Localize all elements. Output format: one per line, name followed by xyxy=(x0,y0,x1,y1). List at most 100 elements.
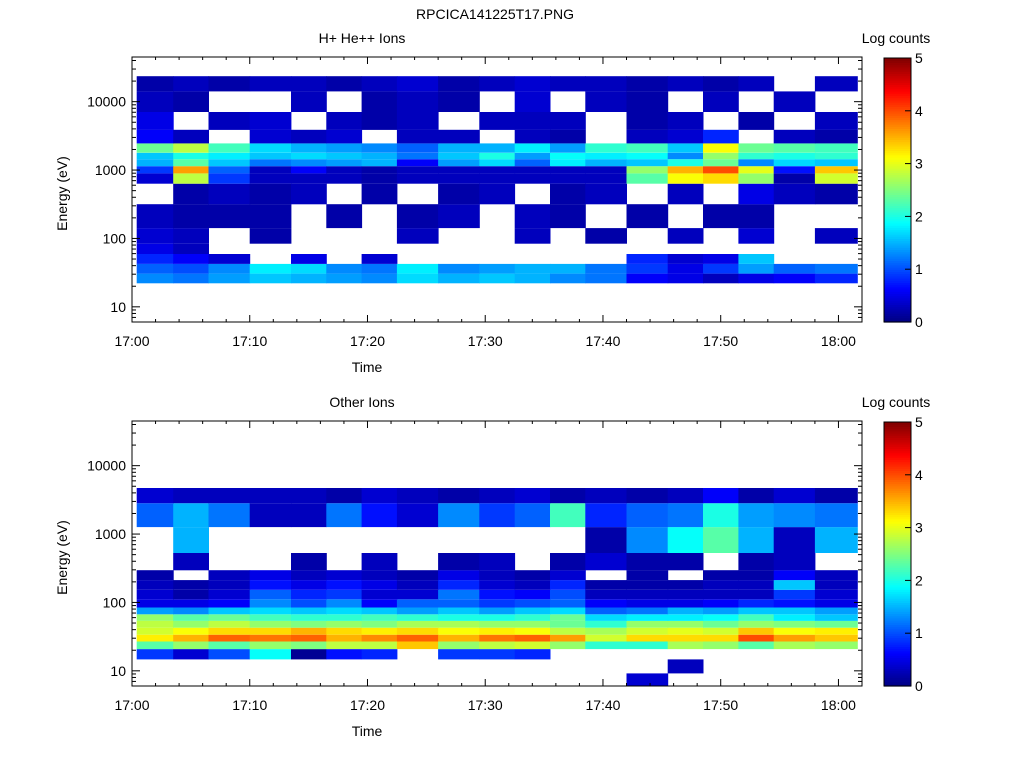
colorbar-segment xyxy=(884,214,911,217)
heatmap-cell xyxy=(626,254,669,264)
heatmap-cell xyxy=(479,649,516,660)
heatmap-cell xyxy=(326,143,363,153)
heatmap-cell xyxy=(396,263,439,274)
colorbar-segment xyxy=(884,262,911,266)
heatmap-cell xyxy=(814,634,858,642)
heatmap-cell xyxy=(585,607,627,615)
heatmap-cell xyxy=(550,263,586,274)
heatmap-cell xyxy=(291,254,327,264)
heatmap-cell xyxy=(814,627,858,635)
heatmap-cell xyxy=(550,503,586,528)
heatmap-cell xyxy=(703,570,739,581)
x-tick-label: 17:10 xyxy=(232,333,267,349)
heatmap-cell xyxy=(438,129,480,144)
heatmap-cell xyxy=(249,589,292,600)
heatmap-cell xyxy=(291,620,327,628)
heatmap-cell xyxy=(291,580,327,590)
heatmap-cell xyxy=(173,243,209,254)
colorbar-segment xyxy=(884,485,911,489)
colorbar-segment xyxy=(884,236,911,239)
colorbar-frame xyxy=(883,421,912,687)
heatmap-cell xyxy=(136,649,174,660)
heatmap-cell xyxy=(479,580,516,590)
heatmap-cell xyxy=(291,488,327,504)
colorbar-segment xyxy=(884,130,911,134)
heatmap-cell xyxy=(291,91,327,112)
heatmap-cell xyxy=(173,614,209,621)
heatmap-cell xyxy=(550,634,586,642)
colorbar-segment xyxy=(884,225,911,228)
heatmap-cell xyxy=(667,143,704,153)
heatmap-cell xyxy=(396,166,439,174)
heatmap-cell xyxy=(626,607,669,615)
heatmap-cell xyxy=(136,641,174,650)
colorbar-segment xyxy=(884,291,911,294)
heatmap-cell xyxy=(479,488,516,504)
colorbar-segment xyxy=(884,269,911,272)
heatmap-cell xyxy=(136,173,174,184)
colorbar-segment xyxy=(884,631,911,634)
heatmap-cell xyxy=(514,91,551,112)
colorbar-segment xyxy=(884,439,911,443)
colorbar-segment xyxy=(884,93,911,96)
y-tick-label: 1000 xyxy=(95,162,126,178)
heatmap-cell xyxy=(514,143,551,153)
heatmap-cell xyxy=(361,173,398,184)
colorbar-segment xyxy=(884,170,911,173)
colorbar-segment xyxy=(884,185,911,189)
heatmap-cell xyxy=(291,649,327,660)
heatmap-cell xyxy=(514,570,551,581)
heatmap-cell xyxy=(249,620,292,628)
colorbar-segment xyxy=(884,300,911,303)
y-tick-label: 10000 xyxy=(87,94,126,110)
colorbar: 0 1 2 3 4 5 Log counts xyxy=(862,394,931,694)
heatmap-cell xyxy=(136,143,174,153)
heatmap-cell xyxy=(361,76,398,92)
colorbar-segment xyxy=(884,212,911,215)
heatmap-cell xyxy=(438,580,480,590)
colorbar-segment xyxy=(884,124,911,127)
heatmap-cell xyxy=(703,143,739,153)
heatmap-cell xyxy=(326,112,363,130)
heatmap-cell xyxy=(550,183,586,205)
heatmap-cell xyxy=(773,273,816,284)
heatmap-cell xyxy=(738,614,775,621)
heatmap-cell xyxy=(703,641,739,650)
heatmap-cell xyxy=(738,503,775,528)
heatmap-cell xyxy=(136,503,174,528)
colorbar-segment xyxy=(884,108,911,112)
colorbar-segment xyxy=(884,617,911,621)
colorbar-tick-label: 1 xyxy=(915,261,923,277)
heatmap-cell xyxy=(514,263,551,274)
y-tick-label: 100 xyxy=(103,594,127,610)
heatmap-cell xyxy=(326,607,363,615)
heatmap-cell xyxy=(361,570,398,581)
colorbar-segment xyxy=(884,198,911,202)
heatmap-cell xyxy=(173,228,209,244)
heatmap-cell xyxy=(249,143,292,153)
colorbar-segment xyxy=(884,527,911,531)
heatmap-cell xyxy=(438,614,480,621)
heatmap-cell xyxy=(550,614,586,621)
colorbar-segment xyxy=(884,106,911,110)
heatmap-cell xyxy=(514,273,551,284)
heatmap-cell xyxy=(249,627,292,635)
colorbar-segment xyxy=(884,73,911,77)
heatmap-cell xyxy=(773,553,816,571)
colorbar-segment xyxy=(884,231,911,235)
heatmap-cell xyxy=(514,488,551,504)
heatmap-cell xyxy=(173,627,209,635)
heatmap-cell xyxy=(814,614,858,621)
heatmap-cell xyxy=(396,129,439,144)
colorbar-segment xyxy=(884,551,911,555)
colorbar-segment xyxy=(884,172,911,176)
colorbar-segment xyxy=(884,161,911,165)
colorbar-segment xyxy=(884,470,911,474)
heatmap-cell xyxy=(438,620,480,628)
heatmap-cell xyxy=(773,143,816,153)
heatmap-cell xyxy=(550,589,586,600)
colorbar-segment xyxy=(884,284,911,288)
colorbar-segment xyxy=(884,176,911,180)
heatmap-cell xyxy=(773,599,816,608)
heatmap-cell xyxy=(773,263,816,274)
